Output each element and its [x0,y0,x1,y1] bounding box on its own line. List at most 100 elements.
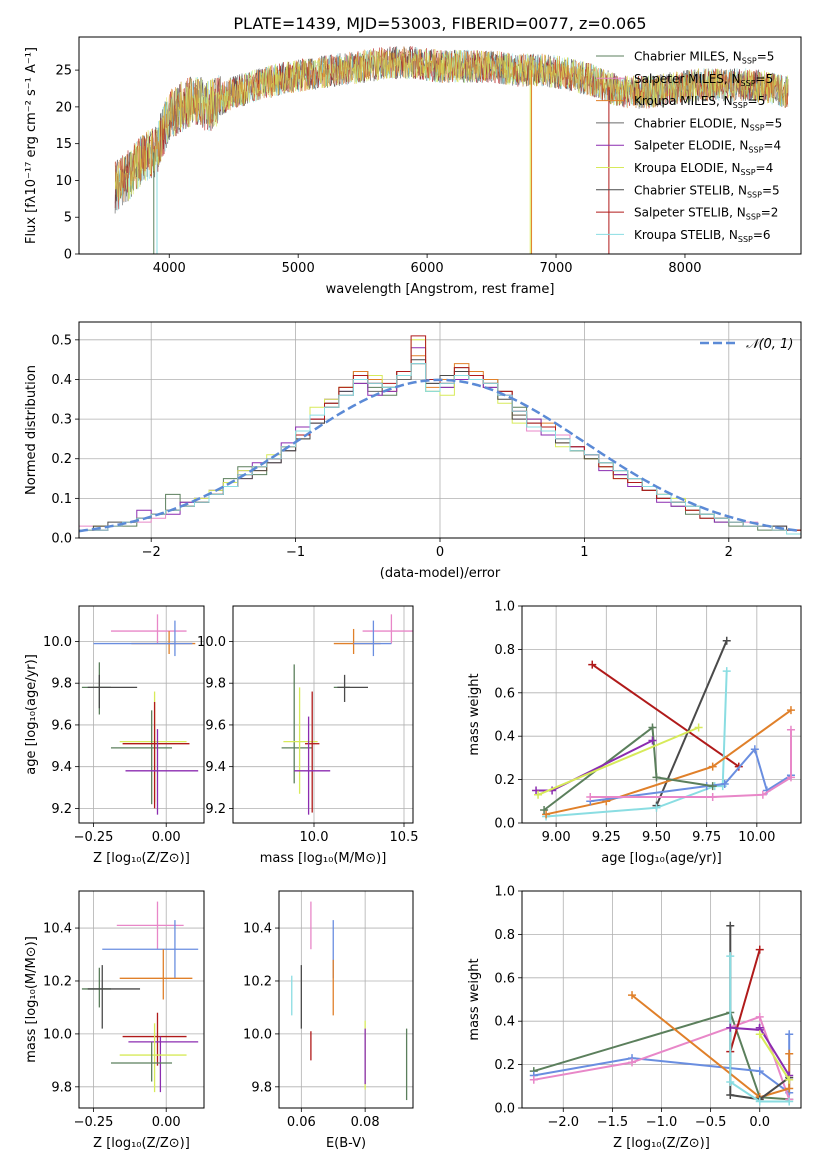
legend-label: Chabrier STELIB, N [634,183,747,197]
y-tick-label: 10.2 [43,974,72,989]
chart-mass-vs-EBV: 0.06 0.08 9.8 10.0 10.2 10.4 E(B-V) [243,890,414,1151]
weight-marker [785,1049,794,1058]
weight-marker [755,1012,764,1021]
legend-label: Kroupa STELIB, N [634,228,738,242]
chart-mass-weight-vs-age: 9.00 9.25 9.50 9.75 10.00 0.0 0.2 0.4 0.6 0.8 1.0 a… [467,600,802,866]
weight-marker [708,762,717,771]
y-tick-label: 10 [55,174,72,189]
weight-series [726,952,794,1106]
weight-line [631,994,791,1099]
weight-marker [720,779,729,788]
legend-label: Chabrier ELODIE, N [634,116,750,130]
y-tick-label: 20 [55,100,72,115]
y-tick-label: 9.2 [205,802,226,817]
plot-area [79,335,801,535]
plot-area [529,921,794,1106]
y-tick-label: 0.6 [494,686,515,701]
x-tick-label: 0.08 [351,1115,380,1130]
legend-tail: =5 [757,50,775,64]
x-tick-label: 10.5 [390,830,419,845]
legend-entry: Chabrier STELIB, NSSP=5 [634,183,780,199]
plot-area [81,901,199,1093]
y-tick-label: 9.4 [205,760,226,775]
x-axis-label: Z [log₁₀(Z/Z⊙)] [613,1136,710,1151]
errorbar-point [102,920,199,979]
weight-series [628,991,794,1102]
spectrum-line [114,46,789,203]
weight-series [588,660,743,771]
weight-marker [652,773,661,782]
weight-marker [758,790,767,799]
y-tick-label: 25 [55,64,72,79]
weight-marker [648,723,657,732]
errorbar-point [87,674,138,709]
axes-frame [521,605,802,824]
x-tick-label: −1.0 [646,1115,678,1130]
y-tick-label: 10.4 [43,922,72,937]
errorbar-point [81,967,111,1008]
histogram-series [79,363,801,535]
y-tick-label: 1.0 [494,600,515,615]
legend-entry: Chabrier ELODIE, NSSP=5 [634,116,782,132]
legend-entry: Salpeter STELIB, NSSP=2 [634,206,778,222]
legend-entry: Chabrier MILES, NSSP=5 [634,50,774,66]
y-axis-label: mass weight [467,958,482,1040]
legend-tail: =2 [761,206,779,220]
legend-tail: =4 [756,161,774,175]
axes-frame [521,890,802,1109]
errorbar-point [353,620,392,657]
x-tick-label: 6000 [411,261,444,276]
weight-line [533,1011,790,1101]
x-tick-label: 9.50 [642,830,671,845]
errorbar-point [87,965,141,1029]
errorbar-point [294,716,331,815]
weight-marker [750,745,759,754]
legend-entry: Salpeter ELODIE, NSSP=4 [634,139,781,155]
x-tick-label: −0.25 [74,1115,114,1130]
y-tick-label: 0.4 [494,1015,515,1030]
y-tick-label: 10.0 [197,635,226,650]
chart-spectrum: 4000 5000 6000 7000 8000 0 5 10 15 20 25 wavelength… [24,36,802,297]
y-tick-label: 0.2 [494,1058,515,1073]
weight-marker [586,792,595,801]
chart-mass-weight-vs-Z: −2.0 −1.5 −1.0 −0.5 0.0 0.0 0.2 0.4 0.6 0.8 1.0 Z [… [467,885,802,1151]
x-tick-label: 9.00 [542,830,571,845]
x-axis-label: age [log₁₀(age/yr)] [601,851,722,866]
weight-marker [722,667,731,676]
y-tick-label: 15 [55,137,72,152]
weight-marker [588,660,597,669]
y-tick-label: 9.2 [51,802,72,817]
legend-sub: SSP [747,190,762,199]
x-tick-label: −1 [286,545,305,560]
y-tick-label: 9.6 [205,718,226,733]
y-tick-label: 0.4 [494,730,515,745]
plot-layer: 4000 5000 6000 7000 80000510152025wavelength… [24,36,802,1151]
legend-tail: =6 [753,228,771,242]
weight-marker [726,1077,735,1086]
weight-marker [628,1058,637,1067]
weight-series [652,636,731,810]
axes-frame [78,605,205,824]
x-tick-label: −1.5 [597,1115,629,1130]
weight-marker [542,810,551,819]
legend-label: Salpeter STELIB, N [634,206,746,220]
legend-tail: =5 [748,94,766,108]
weight-line [545,709,792,816]
weight-marker [755,945,764,954]
errorbar-point [281,664,313,784]
x-tick-label: 9.75 [692,830,721,845]
y-tick-label: 1.0 [494,885,515,900]
legend-sub: SSP [742,57,757,66]
x-axis-label: Z [log₁₀(Z/Z⊙)] [93,1136,190,1151]
weight-series [755,1030,794,1084]
errorbar-point [122,701,190,809]
legend-sub: SSP [741,79,756,88]
weight-line [590,747,792,803]
weight-marker [648,736,657,745]
weight-marker [652,803,661,812]
weight-line [590,729,792,798]
weight-marker [726,921,735,930]
x-tick-label: −2.0 [547,1115,579,1130]
errorbar-point [125,729,199,815]
y-tick-label: 0.2 [494,773,515,788]
